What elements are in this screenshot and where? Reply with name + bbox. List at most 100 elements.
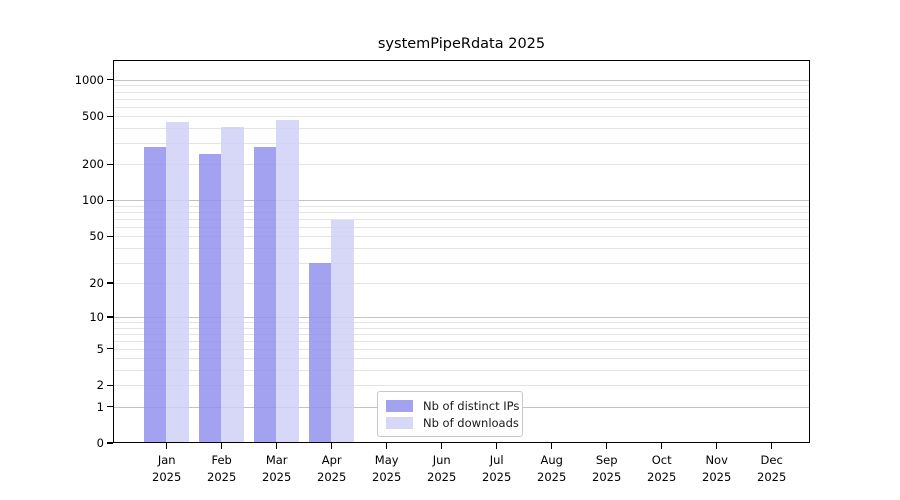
y-tick-mark (107, 384, 113, 386)
x-tick-year: 2025 (372, 469, 402, 484)
x-tick-year: 2025 (757, 469, 787, 484)
x-tick-month: Mar (265, 453, 288, 467)
bar-feb-distinct-ips (198, 154, 222, 443)
bars (113, 60, 810, 443)
bar-apr-downloads (331, 219, 354, 443)
bar-jan-distinct-ips (143, 147, 167, 443)
minor-gridline (113, 205, 810, 207)
plot-area: 0 1 2 5 10 20 50 100 200 500 1000 Jan 2025 Feb 2025 Mar… (75, 60, 810, 484)
minor-gridline (113, 164, 810, 166)
bar-mar-distinct-ips (253, 147, 277, 443)
minor-gridline (113, 385, 810, 387)
bar-feb-downloads (221, 126, 245, 443)
x-tick-year: 2025 (482, 469, 512, 484)
downloads-swatch (386, 416, 413, 429)
x-tick-year: 2025 (427, 469, 457, 484)
minor-gridline (113, 128, 810, 129)
y-tick-mark (107, 348, 113, 350)
gridlines (113, 60, 810, 443)
x-tick-month: Aug (540, 453, 563, 467)
x-tick-label: Mar 2025 (249, 452, 305, 485)
x-tick-year: 2025 (207, 469, 237, 484)
y-tick-mark (107, 79, 113, 81)
minor-gridline (113, 116, 810, 118)
x-tick-year: 2025 (647, 469, 677, 484)
minor-gridline (113, 322, 810, 323)
x-tick-label: Dec 2025 (744, 452, 800, 485)
x-tick-mark (166, 443, 168, 449)
x-tick-mark (276, 443, 278, 449)
x-tick-month: May (374, 453, 399, 467)
minor-gridline (113, 212, 810, 213)
x-tick-label: May 2025 (359, 452, 415, 485)
y-tick-label: 5 (96, 341, 104, 356)
y-tick-mark (107, 442, 113, 444)
x-tick-mark (716, 443, 718, 449)
major-gridline (113, 317, 810, 318)
x-tick-label: Jan 2025 (139, 452, 195, 485)
x-tick-mark (606, 443, 608, 449)
x-tick-month: Jan (157, 453, 176, 467)
major-gridline (113, 200, 810, 202)
legend-row-distinct-ips: Nb of distinct IPs (386, 399, 522, 413)
x-tick-mark (331, 443, 333, 449)
x-tick-mark (771, 443, 773, 449)
legend-label-downloads: Nb of downloads (423, 415, 519, 430)
chart-title: systemPipeRdata 2025 (377, 36, 546, 52)
y-tick-label: 2 (96, 378, 104, 393)
x-tick-month: Dec (760, 453, 783, 467)
x-tick-month: Feb (211, 453, 232, 467)
x-tick-year: 2025 (702, 469, 732, 484)
y-tick-label: 50 (89, 229, 104, 244)
y-tick-mark (107, 282, 113, 284)
x-tick-label: Jun 2025 (414, 452, 470, 485)
x-tick-label: Feb 2025 (194, 452, 250, 485)
y-tick-mark (107, 199, 113, 201)
x-tick-month: Oct (651, 453, 672, 467)
y-tick-mark (107, 406, 113, 408)
x-tick-mark (221, 443, 223, 449)
major-gridline (113, 79, 810, 81)
x-tick-mark (441, 443, 443, 449)
bar-mar-downloads (276, 119, 299, 443)
legend: Nb of distinct IPs Nb of downloads (377, 391, 523, 437)
legend-label-distinct-ips: Nb of distinct IPs (423, 398, 520, 413)
minor-gridline (113, 262, 810, 264)
x-tick-month: Sep (595, 453, 618, 467)
minor-gridline (113, 91, 810, 93)
y-tick-label: 200 (82, 157, 104, 172)
x-tick-year: 2025 (152, 469, 182, 484)
x-tick-year: 2025 (317, 469, 347, 484)
x-tick-month: Jul (489, 453, 504, 467)
y-tick-label: 0 (96, 436, 104, 450)
y-tick-label: 10 (89, 310, 104, 324)
x-tick-month: Apr (321, 453, 342, 467)
minor-gridline (113, 358, 810, 360)
minor-gridline (113, 283, 810, 284)
x-tick-month: Nov (705, 453, 728, 467)
minor-gridline (113, 348, 810, 350)
minor-gridline (113, 247, 810, 249)
minor-gridline (113, 327, 810, 329)
minor-gridline (113, 98, 810, 100)
y-tick-label: 500 (82, 109, 104, 124)
y-tick-mark (107, 316, 113, 318)
x-tick-month: Jun (432, 453, 451, 467)
x-tick-year: 2025 (537, 469, 567, 484)
y-tick-mark (107, 163, 113, 165)
x-tick-label: Apr 2025 (304, 452, 360, 485)
y-tick-label: 1000 (74, 72, 104, 87)
minor-gridline (113, 85, 810, 87)
minor-gridline (113, 340, 810, 342)
x-tick-mark (661, 443, 663, 449)
minor-gridline (113, 370, 810, 372)
y-tick-label: 1 (96, 399, 104, 414)
minor-gridline (113, 219, 810, 220)
x-tick-year: 2025 (592, 469, 622, 484)
y-tick-label: 100 (82, 193, 104, 208)
minor-gridline (113, 143, 810, 144)
x-tick-label: Nov 2025 (689, 452, 745, 485)
x-tick-label: Aug 2025 (524, 452, 580, 485)
y-tick-mark (107, 235, 113, 237)
